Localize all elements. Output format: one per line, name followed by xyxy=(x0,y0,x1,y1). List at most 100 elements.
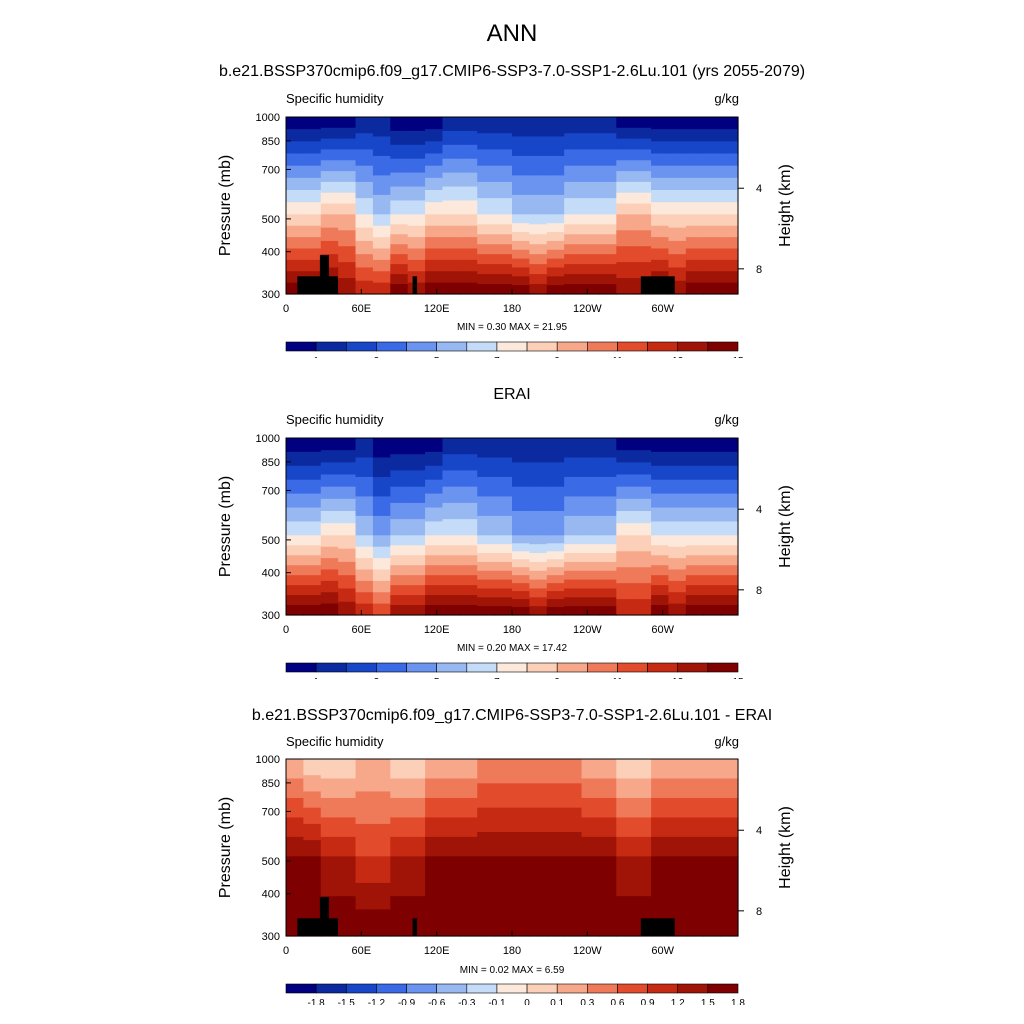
contour-band xyxy=(668,202,687,215)
contour-band xyxy=(668,836,687,857)
contour-band xyxy=(407,535,426,546)
contour-band xyxy=(651,585,670,596)
contour-band xyxy=(616,856,635,897)
y-axis-title: Pressure (mb) xyxy=(217,797,234,898)
contour-band xyxy=(564,606,583,616)
contour-band xyxy=(494,254,513,265)
contour-band xyxy=(720,177,739,191)
contour-band xyxy=(668,569,687,582)
contour-band xyxy=(425,237,444,250)
contour-band xyxy=(459,856,478,937)
colorbar-swatch xyxy=(496,341,528,352)
contour-band xyxy=(512,543,530,552)
x-tick-label: 120E xyxy=(424,303,450,315)
contour-band xyxy=(286,778,304,799)
contour-band xyxy=(407,470,426,488)
contour-band xyxy=(372,438,391,459)
y2-tick-label: 8 xyxy=(756,906,762,918)
contour-band xyxy=(651,565,670,576)
panel-3-min-value: 0.02 xyxy=(489,965,509,976)
contour-band xyxy=(390,214,409,225)
contour-band xyxy=(477,133,496,151)
contour-band xyxy=(407,896,426,937)
contour-band xyxy=(564,597,583,607)
y2-tick-label: 4 xyxy=(756,825,762,837)
contour-band xyxy=(390,896,409,937)
colorbar-swatch xyxy=(556,341,588,352)
panel-2-max-label: MAX = xyxy=(508,643,540,654)
contour-band xyxy=(494,284,513,295)
contour-band xyxy=(425,214,444,227)
contour-band xyxy=(338,278,357,295)
contour-band xyxy=(407,172,426,188)
contour-band xyxy=(581,759,600,780)
y2-axis-title: Height (km) xyxy=(777,485,794,568)
contour-band xyxy=(390,144,409,160)
contour-band xyxy=(407,595,426,606)
contour-band xyxy=(598,606,617,616)
contour-band xyxy=(598,274,617,285)
contour-band xyxy=(459,545,478,556)
contour-band xyxy=(581,244,600,255)
y-tick-label: 1000 xyxy=(256,112,280,124)
contour-band xyxy=(720,555,739,566)
contour-band xyxy=(286,237,304,250)
contour-band xyxy=(338,836,357,857)
contour-band xyxy=(703,507,722,523)
contour-band xyxy=(442,502,461,520)
contour-band xyxy=(320,603,339,616)
contour-band xyxy=(668,507,687,523)
contour-band xyxy=(685,214,704,227)
colorbar-label: 0.1 xyxy=(550,998,564,1005)
contour-band xyxy=(668,493,687,509)
contour-band xyxy=(338,214,357,231)
contour-band xyxy=(546,832,565,857)
contour-band xyxy=(407,797,426,819)
contour-band xyxy=(372,535,391,548)
contour-band xyxy=(407,214,426,227)
contour-band xyxy=(390,284,409,295)
contour-band xyxy=(581,457,600,478)
contour-band xyxy=(303,791,322,809)
contour-band xyxy=(685,555,704,566)
contour-band xyxy=(685,451,704,467)
colorbar-label: -0.1 xyxy=(488,998,506,1005)
colorbar-label: 15 xyxy=(732,677,744,679)
colorbar-swatch xyxy=(436,983,468,994)
contour-band xyxy=(442,172,461,188)
contour-band xyxy=(442,575,461,586)
x-tick-label: 120W xyxy=(573,624,602,636)
contour-band xyxy=(355,267,374,282)
contour-band xyxy=(651,190,670,203)
y2-tick-label: 8 xyxy=(756,585,762,597)
contour-band xyxy=(546,599,565,608)
contour-band xyxy=(598,234,617,245)
contour-band xyxy=(355,227,374,242)
contour-band xyxy=(581,165,600,183)
contour-band xyxy=(616,214,635,231)
contour-band xyxy=(286,259,304,272)
contour-band xyxy=(668,190,687,203)
contour-band xyxy=(581,117,600,134)
contour-band xyxy=(720,451,739,467)
contour-band xyxy=(720,856,739,937)
colorbar-swatch xyxy=(285,662,317,673)
x-tick-label: 60W xyxy=(651,624,674,636)
contour-band xyxy=(286,153,304,167)
y-tick-label: 1000 xyxy=(256,433,280,445)
contour-band xyxy=(651,225,670,238)
contour-band xyxy=(390,224,409,235)
colorbar-label: 1 xyxy=(313,356,319,358)
contour-band xyxy=(425,141,444,155)
contour-band xyxy=(529,244,548,255)
contour-band xyxy=(355,823,374,857)
contour-band xyxy=(651,248,670,261)
contour-band xyxy=(442,454,461,472)
contour-band xyxy=(459,172,478,188)
contour-band xyxy=(425,595,444,606)
contour-band xyxy=(668,592,687,605)
contour-band xyxy=(703,237,722,250)
x-tick-label: 0 xyxy=(283,945,289,957)
contour-band xyxy=(564,856,583,937)
contour-band xyxy=(720,817,739,838)
